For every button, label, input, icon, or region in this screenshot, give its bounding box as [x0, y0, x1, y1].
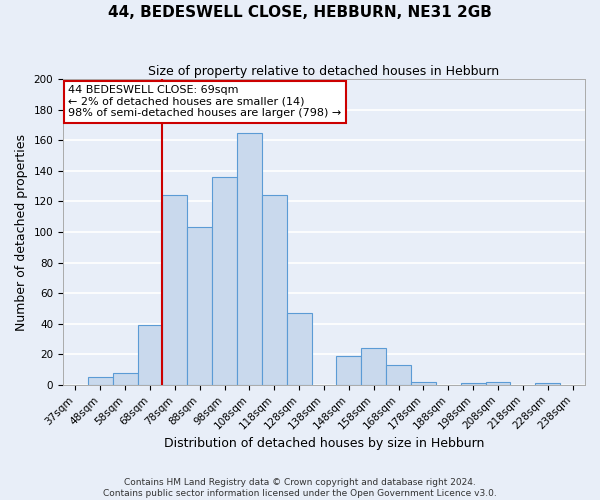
Bar [337, 356, 361, 385]
Bar [88, 377, 113, 385]
Bar [262, 196, 287, 385]
Title: Size of property relative to detached houses in Hebburn: Size of property relative to detached ho… [148, 65, 500, 78]
Y-axis label: Number of detached properties: Number of detached properties [15, 134, 28, 330]
Bar [163, 196, 187, 385]
Text: 44 BEDESWELL CLOSE: 69sqm
← 2% of detached houses are smaller (14)
98% of semi-d: 44 BEDESWELL CLOSE: 69sqm ← 2% of detach… [68, 86, 341, 118]
Bar [411, 382, 436, 385]
Bar [212, 177, 237, 385]
Bar [237, 132, 262, 385]
Bar [187, 228, 212, 385]
Bar [535, 384, 560, 385]
Bar [361, 348, 386, 385]
Bar [386, 365, 411, 385]
Text: 44, BEDESWELL CLOSE, HEBBURN, NE31 2GB: 44, BEDESWELL CLOSE, HEBBURN, NE31 2GB [108, 5, 492, 20]
Text: Contains HM Land Registry data © Crown copyright and database right 2024.
Contai: Contains HM Land Registry data © Crown c… [103, 478, 497, 498]
Bar [287, 313, 311, 385]
X-axis label: Distribution of detached houses by size in Hebburn: Distribution of detached houses by size … [164, 437, 484, 450]
Bar [137, 326, 163, 385]
Bar [113, 372, 137, 385]
Bar [461, 384, 485, 385]
Bar [485, 382, 511, 385]
